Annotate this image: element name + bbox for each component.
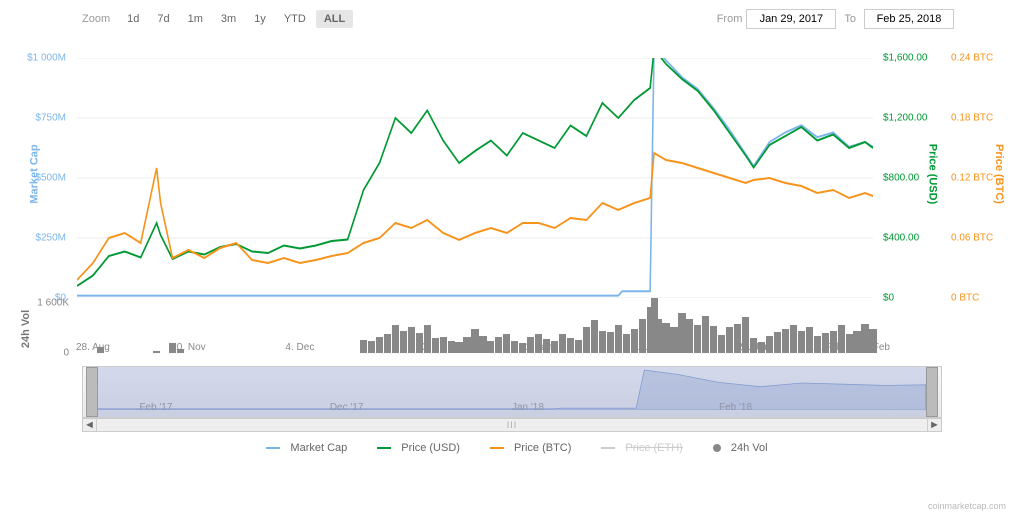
navigator[interactable]: Feb '17Dec '17Jan '18Feb '18 [82,366,942,418]
axis-tick: 0.12 BTC [951,173,993,184]
axis-tick: 0.24 BTC [951,53,993,64]
axis-tick: $500M [35,173,66,184]
axis-tick: $0 [883,293,894,304]
axis-tick: $800.00 [883,173,919,184]
axis-tick: $1,600.00 [883,53,928,64]
x-tick: 1. Jan [525,342,552,353]
axis-tick: $1 000M [27,53,66,64]
y-axis-usd: Price (USD) $0$400.00$800.00$1,200.00$1,… [879,58,939,298]
legend-price-usd-[interactable]: Price (USD) [367,442,460,454]
zoom-label: Zoom [82,13,110,25]
navigator-scrollbar[interactable]: ◄ III ► [82,418,942,432]
plot[interactable] [77,58,873,298]
scroll-right-icon[interactable]: ► [927,419,941,431]
scroll-grip[interactable]: III [500,420,524,430]
scroll-left-icon[interactable]: ◄ [83,419,97,431]
zoom-3m-button[interactable]: 3m [213,10,244,28]
navigator-handle-right[interactable] [926,367,938,417]
usd-axis-label: Price (USD) [927,144,939,205]
chart-area: Market Cap $0$250M$500M$750M$1 000M Pric… [15,58,1009,358]
from-input[interactable] [746,9,836,29]
x-tick: 18. Dec [402,342,436,353]
x-tick: 29. Jan [737,342,770,353]
axis-tick: 0 [63,348,69,359]
axis-tick: 0 BTC [951,293,979,304]
volume-axis: 24h Vol 01 600K [15,303,73,353]
y-axis-btc: Price (BTC) 0 BTC0.06 BTC0.12 BTC0.18 BT… [947,58,1009,298]
x-tick: 26. Feb [856,342,890,353]
navigator-mask[interactable] [98,367,926,417]
navigator-handle-left[interactable] [86,367,98,417]
axis-tick: $250M [35,233,66,244]
axis-tick: $750M [35,113,66,124]
to-label: To [844,13,856,25]
legend: Market Cap Price (USD) Price (BTC) Price (E… [0,442,1024,454]
axis-tick: 1 600K [37,298,69,309]
x-tick: 20. Nov [171,342,205,353]
zoom-all-button[interactable]: ALL [316,10,353,28]
axis-tick: $400.00 [883,233,919,244]
legend-market-cap[interactable]: Market Cap [256,442,347,454]
toolbar: Zoom 1d7d1m3m1yYTDALL From To [0,0,1024,38]
axis-tick: $1,200.00 [883,113,928,124]
x-tick: 4. Dec [285,342,314,353]
axis-tick: 0.18 BTC [951,113,993,124]
legend-price-btc-[interactable]: Price (BTC) [480,442,571,454]
x-tick: 12. Feb [808,342,842,353]
zoom-7d-button[interactable]: 7d [149,10,177,28]
x-axis: 28. Aug 20. Nov 4. Dec 18. Dec 1. Jan 15. Jan… [77,340,873,358]
zoom-1m-button[interactable]: 1m [180,10,211,28]
y-axis-marketcap: Market Cap $0$250M$500M$750M$1 000M [15,58,70,298]
volume-axis-label: 24h Vol [20,310,32,348]
btc-axis-label: Price (BTC) [993,144,1005,204]
zoom-ytd-button[interactable]: YTD [276,10,314,28]
from-label: From [717,13,743,25]
credit: coinmarketcap.com [928,501,1006,511]
to-input[interactable] [864,9,954,29]
legend-24h-vol[interactable]: 24h Vol [703,442,768,454]
legend-price-eth-[interactable]: Price (ETH) [591,442,682,454]
zoom-1y-button[interactable]: 1y [246,10,274,28]
zoom-1d-button[interactable]: 1d [119,10,147,28]
axis-tick: 0.06 BTC [951,233,993,244]
x-tick: 15. Jan [634,342,667,353]
x-tick: 28. Aug [76,342,110,353]
